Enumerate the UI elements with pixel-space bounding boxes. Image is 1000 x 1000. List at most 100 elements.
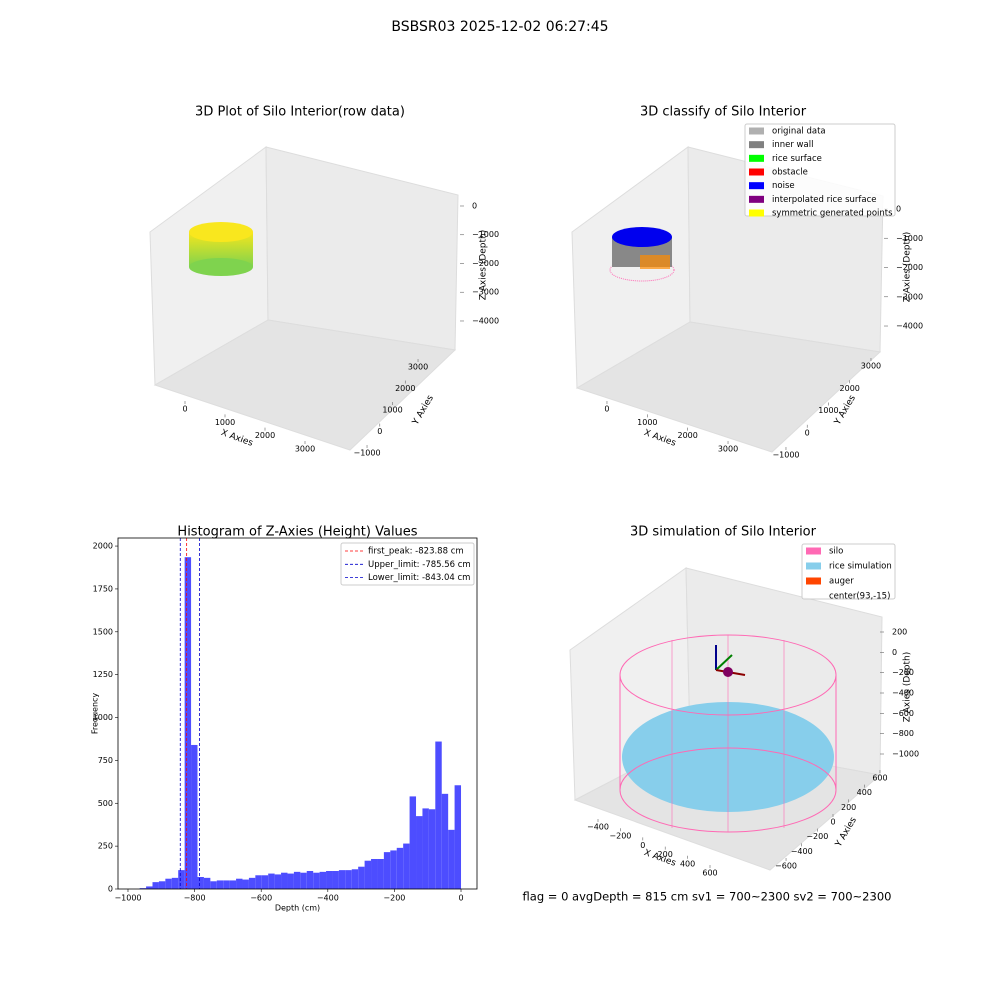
y-tick-label: 3000	[408, 363, 428, 372]
x-tick-label: 3000	[718, 445, 738, 454]
x-axis-label: Depth (cm)	[275, 904, 320, 913]
bar	[203, 877, 211, 889]
x-axis-label: X Axies	[642, 428, 677, 449]
bar	[146, 886, 153, 889]
legend-label: obstacle	[772, 168, 808, 178]
y-tick-label: 1500	[93, 627, 113, 636]
bar	[441, 793, 449, 889]
bar	[268, 873, 275, 889]
bar	[216, 880, 224, 889]
bar	[383, 852, 391, 889]
y-tick-label: 2000	[840, 384, 860, 393]
legend-box	[801, 543, 896, 600]
legend-label: inner wall	[772, 140, 813, 150]
x-tick-label: 2000	[677, 431, 697, 440]
bar	[416, 816, 423, 889]
bar	[403, 843, 410, 889]
y-tick-label: 0	[805, 428, 810, 437]
bar	[287, 873, 294, 889]
z-tick-label: −400	[892, 689, 914, 698]
bar	[448, 829, 455, 889]
legend-label: rice surface	[772, 154, 822, 164]
y-tick-label: 0	[377, 427, 382, 436]
legend-label: center(93,-15)	[829, 592, 890, 602]
legend-label: silo	[829, 547, 843, 557]
y-tick-label: 0	[108, 885, 113, 894]
bar	[184, 557, 192, 889]
bar	[300, 872, 307, 889]
x-tick-label: 200	[658, 850, 673, 859]
z-tick-label: 0	[472, 201, 477, 210]
z-tick-label: 200	[892, 628, 907, 637]
bar	[281, 872, 288, 889]
legend-swatch	[749, 195, 764, 203]
y-tick-label: −400	[791, 847, 813, 856]
legend-label: symmetric generated points	[772, 209, 893, 219]
bar	[139, 888, 147, 889]
plot-frame	[117, 537, 478, 890]
x-tick-label: 0	[640, 841, 645, 850]
z-tick-label: −1000	[472, 230, 499, 239]
bar	[371, 858, 378, 889]
x-tick-label: −200	[609, 832, 631, 841]
x-tick-label: 600	[702, 869, 717, 878]
legend-label: rice simulation	[829, 562, 892, 572]
z-tick-label: −600	[892, 709, 914, 718]
y-tick-label: 1000	[93, 713, 113, 722]
y-tick-label: −1000	[772, 451, 799, 460]
bar	[171, 877, 179, 889]
bar	[313, 872, 320, 889]
bar	[223, 880, 230, 889]
bar	[326, 870, 333, 889]
legend-label: auger	[829, 577, 854, 587]
legend-swatch	[749, 182, 764, 190]
y-tick-label: −600	[775, 862, 797, 871]
bar	[319, 871, 327, 889]
y-tick-label: 400	[857, 788, 872, 797]
x-tick-label: 400	[680, 859, 695, 868]
z-tick-label: 0	[896, 205, 901, 214]
z-tick-label: −3000	[472, 288, 499, 297]
chart-title: 3D Plot of Silo Interior(row data)	[195, 105, 405, 120]
bar	[306, 870, 314, 889]
legend-label: first_peak: -823.88 cm	[368, 547, 464, 557]
bar	[255, 875, 262, 889]
z-axis-label: Z Axies (Depth)	[479, 230, 489, 301]
x-tick-label: −600	[250, 894, 272, 903]
z-tick-label: −1000	[892, 750, 919, 759]
y-tick-label: 750	[98, 756, 113, 765]
y-tick-label: −200	[806, 832, 828, 841]
legend-swatch	[806, 547, 821, 555]
point-cloud	[189, 222, 837, 833]
z-axis-label: Z Axies (Depth)	[903, 232, 913, 303]
z-tick-label: −200	[892, 668, 914, 677]
x-tick-label: 0	[182, 404, 187, 413]
bar	[274, 874, 282, 889]
x-tick-label: −200	[383, 894, 405, 903]
bar	[210, 881, 217, 889]
bar	[390, 850, 397, 889]
bar	[454, 785, 462, 889]
y-tick-label: 500	[98, 799, 113, 808]
legend-swatch	[806, 577, 821, 585]
bar	[152, 882, 159, 889]
bar	[345, 870, 352, 889]
y-tick-label: −1000	[353, 449, 380, 458]
legend-box	[340, 542, 475, 586]
bar	[236, 878, 243, 889]
y-tick-label: 1250	[93, 670, 113, 679]
bar	[422, 808, 429, 889]
z-tick-label: −800	[892, 729, 914, 738]
z-tick-label: 0	[892, 648, 897, 657]
y-tick-label: 1000	[818, 406, 838, 415]
chart-title: Histogram of Z-Axies (Height) Values	[177, 525, 417, 540]
legend-swatch	[749, 209, 764, 217]
chart-title: 3D simulation of Silo Interior	[630, 525, 817, 540]
x-tick-label: 2000	[255, 431, 275, 440]
x-tick-label: −800	[184, 894, 206, 903]
z-tick-label: −2000	[472, 259, 499, 268]
x-tick-label: 1000	[637, 418, 657, 427]
bar	[158, 881, 166, 889]
x-tick-label: −400	[317, 894, 339, 903]
